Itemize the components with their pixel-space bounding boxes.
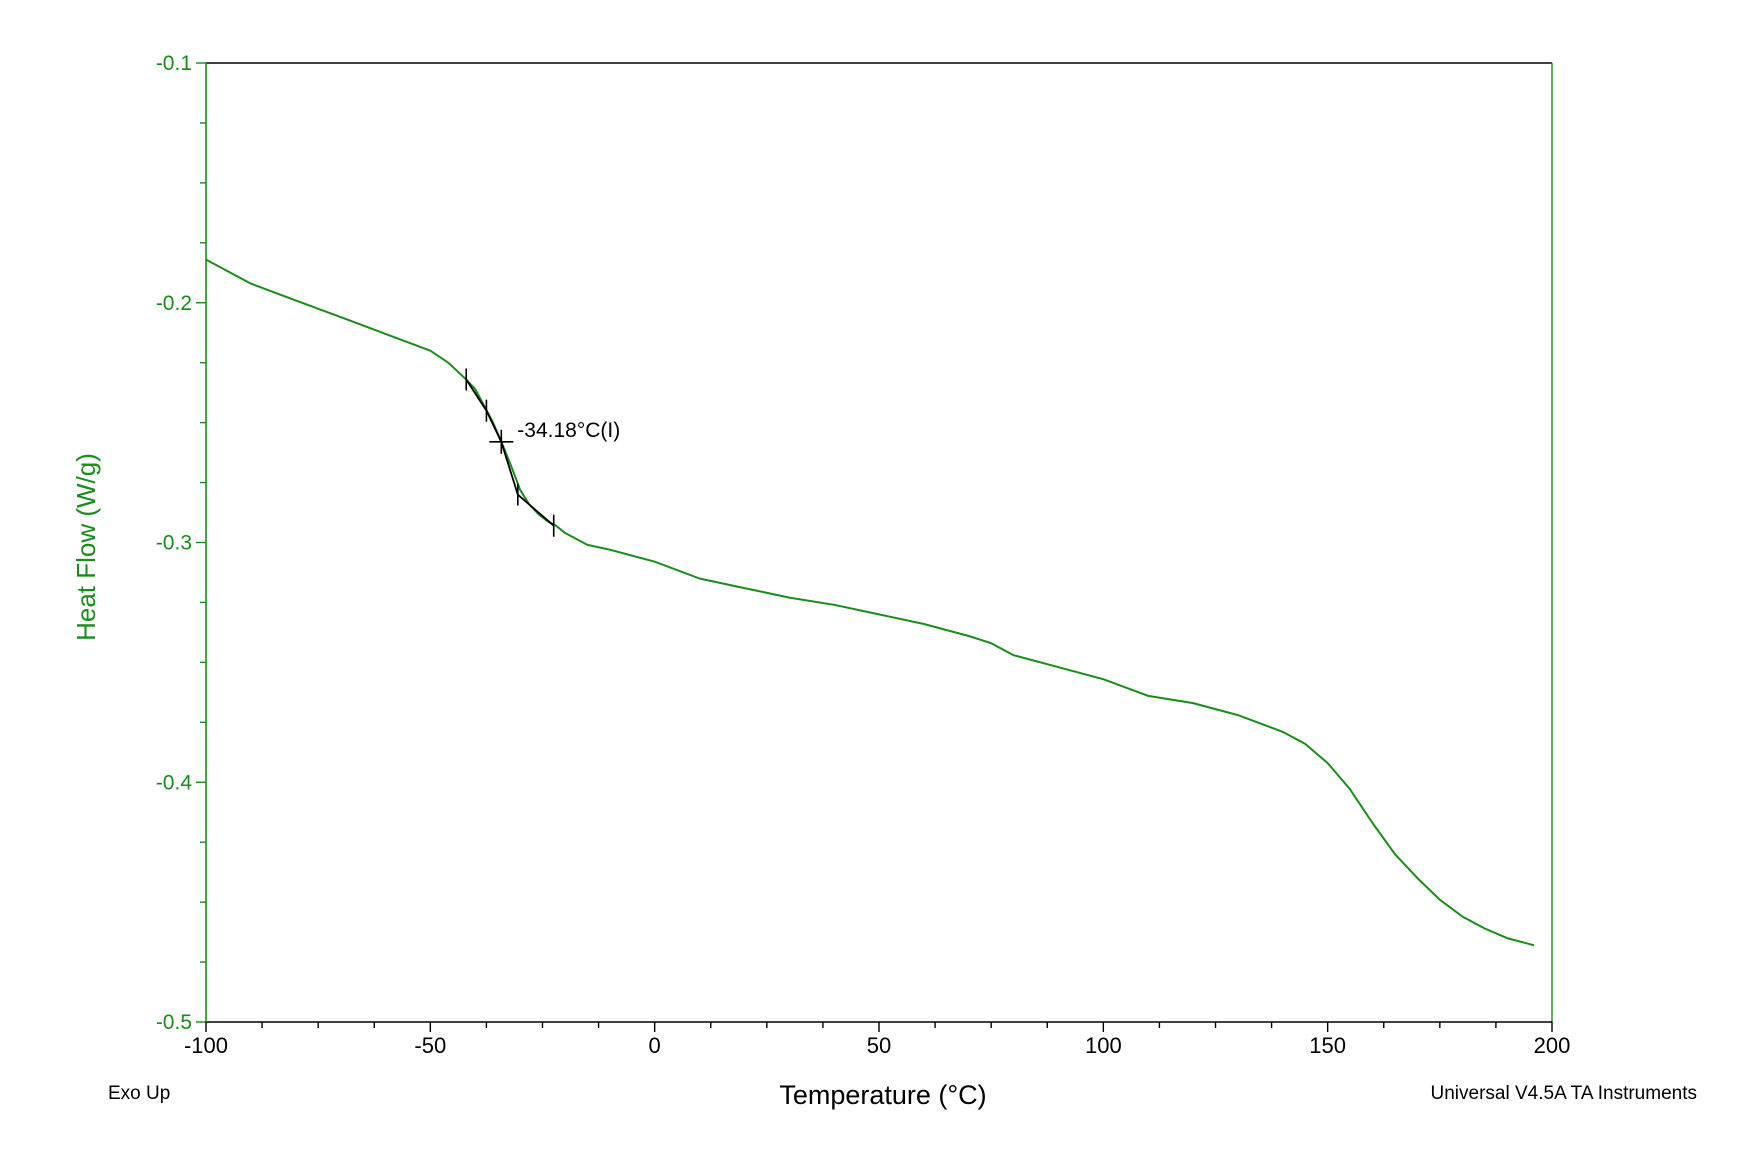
instrument-footer: Universal V4.5A TA Instruments	[1431, 1083, 1697, 1104]
y-tick-label: -0.3	[156, 532, 192, 555]
y-tick-label: -0.1	[156, 52, 192, 75]
x-tick-label: -100	[184, 1033, 228, 1058]
x-tick-label: 50	[867, 1033, 891, 1058]
y-tick-label: -0.2	[156, 292, 192, 315]
y-tick-label: -0.5	[156, 1011, 192, 1034]
x-tick-label: 150	[1309, 1033, 1346, 1058]
x-axis: -100 -50 0 50 100 150 200	[184, 1022, 1570, 1058]
plot-frame	[205, 62, 1553, 1023]
transition-fit-line	[465, 379, 555, 527]
heat-flow-curve	[205, 258, 1535, 947]
y-axis-label: Heat Flow (W/g)	[71, 453, 101, 641]
x-tick-label: 100	[1085, 1033, 1122, 1058]
y-tick-label: -0.4	[156, 771, 193, 794]
x-axis-label: Temperature (°C)	[779, 1080, 986, 1110]
x-tick-label: 200	[1534, 1033, 1571, 1058]
series-layer	[205, 258, 1535, 947]
exo-up-label: Exo Up	[108, 1083, 170, 1104]
x-tick-label: 0	[649, 1033, 661, 1058]
x-tick-label: -50	[414, 1033, 446, 1058]
y-axis: -0.1 -0.2 -0.3 -0.4 -0.5	[156, 52, 206, 1034]
glass-transition-annotation: -34.18°C(I)	[465, 368, 620, 537]
transition-label: -34.18°C(I)	[517, 419, 620, 442]
